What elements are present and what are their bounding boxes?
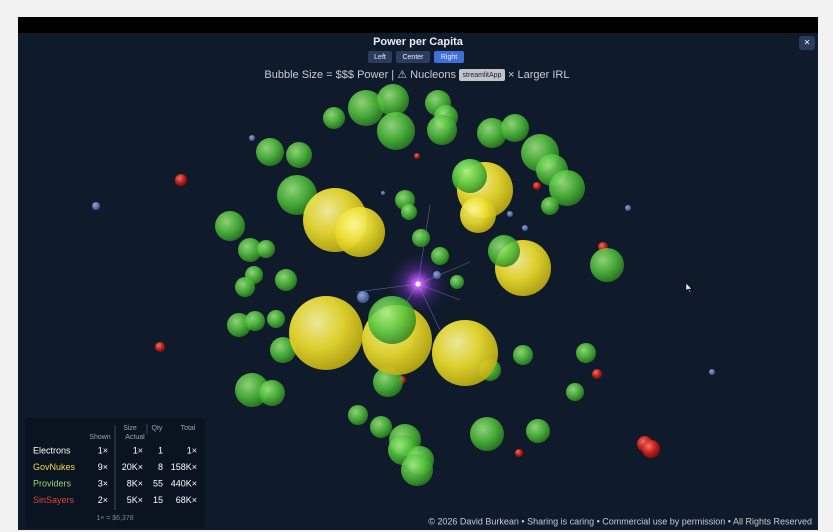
bubble bbox=[275, 269, 297, 291]
row-total: 158K× bbox=[171, 462, 197, 472]
row-name: SinSayers bbox=[33, 495, 75, 505]
row-name: Providers bbox=[33, 478, 72, 488]
bubble bbox=[709, 369, 715, 375]
bubble bbox=[381, 191, 385, 195]
bubble bbox=[507, 211, 513, 217]
bubble bbox=[541, 197, 559, 215]
bubble bbox=[256, 138, 284, 166]
row-name: Electrons bbox=[33, 445, 71, 455]
bubble bbox=[348, 405, 368, 425]
bubble bbox=[453, 159, 487, 193]
row-actual: 20K× bbox=[122, 462, 143, 472]
bubble bbox=[323, 107, 345, 129]
bubble bbox=[92, 202, 100, 210]
bubble bbox=[215, 211, 245, 241]
bubble bbox=[513, 345, 533, 365]
bubble bbox=[377, 84, 409, 116]
view-button-label[interactable]: Right bbox=[441, 54, 457, 61]
row-total: 440K× bbox=[171, 478, 197, 488]
bubble bbox=[590, 248, 624, 282]
bubble bbox=[576, 343, 596, 363]
row-total: 68K× bbox=[176, 495, 197, 505]
bubble bbox=[286, 142, 312, 168]
row-actual: 1× bbox=[133, 445, 143, 455]
bubble bbox=[460, 197, 496, 233]
bubble bbox=[625, 205, 631, 211]
row-qty: 15 bbox=[153, 495, 163, 505]
bubble bbox=[401, 454, 433, 486]
bubble bbox=[501, 114, 529, 142]
bubble bbox=[431, 247, 449, 265]
bubble bbox=[412, 229, 430, 247]
bubble bbox=[566, 383, 584, 401]
bubble bbox=[470, 417, 504, 451]
footnote: 1× = $6,378 bbox=[96, 515, 133, 522]
row-shown: 3× bbox=[98, 478, 108, 488]
bubble bbox=[257, 240, 275, 258]
row-shown: 9× bbox=[98, 462, 108, 472]
copyright: © 2026 David Burkean • Sharing is caring… bbox=[428, 516, 812, 526]
bubble bbox=[259, 380, 285, 406]
bubble bbox=[533, 182, 541, 190]
bubble bbox=[515, 449, 523, 457]
bubble bbox=[357, 291, 369, 303]
app-screenshot: Power per Capita × Left Center Right Bubbl… bbox=[0, 0, 833, 532]
bubble bbox=[370, 416, 392, 438]
header-total: Total bbox=[181, 425, 196, 432]
row-qty: 1 bbox=[158, 445, 163, 455]
bubble bbox=[592, 369, 602, 379]
bubble bbox=[289, 296, 363, 370]
bubble bbox=[401, 204, 417, 220]
bubble bbox=[267, 310, 285, 328]
title: Power per Capita bbox=[373, 36, 464, 48]
bubble bbox=[335, 207, 385, 257]
view-button-label[interactable]: Left bbox=[374, 54, 386, 61]
row-actual: 5K× bbox=[127, 495, 143, 505]
bubble bbox=[414, 153, 420, 159]
bubble bbox=[450, 275, 464, 289]
bubble bbox=[433, 271, 441, 279]
caption-end: × Larger IRL bbox=[508, 69, 569, 81]
row-actual: 8K× bbox=[127, 478, 143, 488]
bubble bbox=[249, 135, 255, 141]
bubble bbox=[175, 174, 187, 186]
bubble bbox=[377, 112, 415, 150]
header-size: Size bbox=[123, 425, 137, 432]
core bbox=[416, 282, 421, 287]
header-qty: Qty bbox=[152, 425, 163, 432]
top-bar bbox=[18, 17, 818, 33]
bubble bbox=[235, 277, 255, 297]
bubble bbox=[368, 296, 416, 344]
view-button-label[interactable]: Center bbox=[402, 54, 424, 61]
header-actual: Actual bbox=[125, 434, 145, 441]
bubble bbox=[427, 115, 457, 145]
bubble bbox=[432, 320, 498, 386]
bubble bbox=[488, 235, 520, 267]
bubble bbox=[155, 342, 165, 352]
row-name: GovNukes bbox=[33, 462, 76, 472]
header-shown: Shown bbox=[89, 434, 111, 441]
row-qty: 8 bbox=[158, 462, 163, 472]
bubble bbox=[642, 440, 660, 458]
row-total: 1× bbox=[187, 445, 197, 455]
close-label[interactable]: × bbox=[804, 38, 810, 49]
row-shown: 2× bbox=[98, 495, 108, 505]
tooltip: streamlitApp bbox=[463, 72, 502, 79]
row-qty: 55 bbox=[153, 478, 163, 488]
row-shown: 1× bbox=[98, 445, 108, 455]
bubble bbox=[245, 311, 265, 331]
bubble bbox=[522, 225, 528, 231]
caption: Bubble Size = $$$ Power | ⚠ Nucleons bbox=[264, 69, 456, 81]
bubble bbox=[526, 419, 550, 443]
view-buttons: Left Center Right bbox=[368, 51, 464, 63]
